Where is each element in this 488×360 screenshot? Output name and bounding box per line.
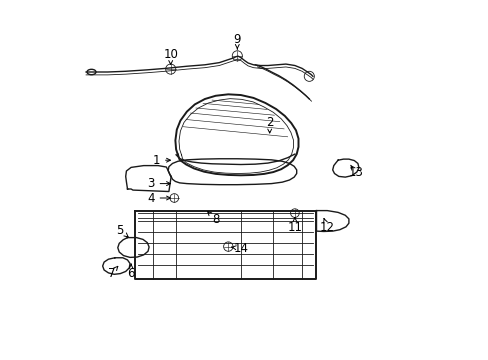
Text: 7: 7 [107, 267, 115, 280]
Text: 13: 13 [348, 166, 363, 179]
Text: 14: 14 [233, 242, 248, 255]
Text: 3: 3 [147, 177, 154, 190]
Text: 12: 12 [319, 221, 334, 234]
Text: 8: 8 [212, 213, 219, 226]
Text: 10: 10 [163, 48, 178, 60]
Text: 1: 1 [152, 154, 160, 167]
Text: 9: 9 [233, 33, 241, 46]
Text: 2: 2 [265, 116, 273, 129]
Text: 4: 4 [147, 192, 154, 204]
Text: 6: 6 [127, 267, 135, 280]
Text: 5: 5 [116, 224, 124, 237]
Text: 11: 11 [287, 221, 302, 234]
